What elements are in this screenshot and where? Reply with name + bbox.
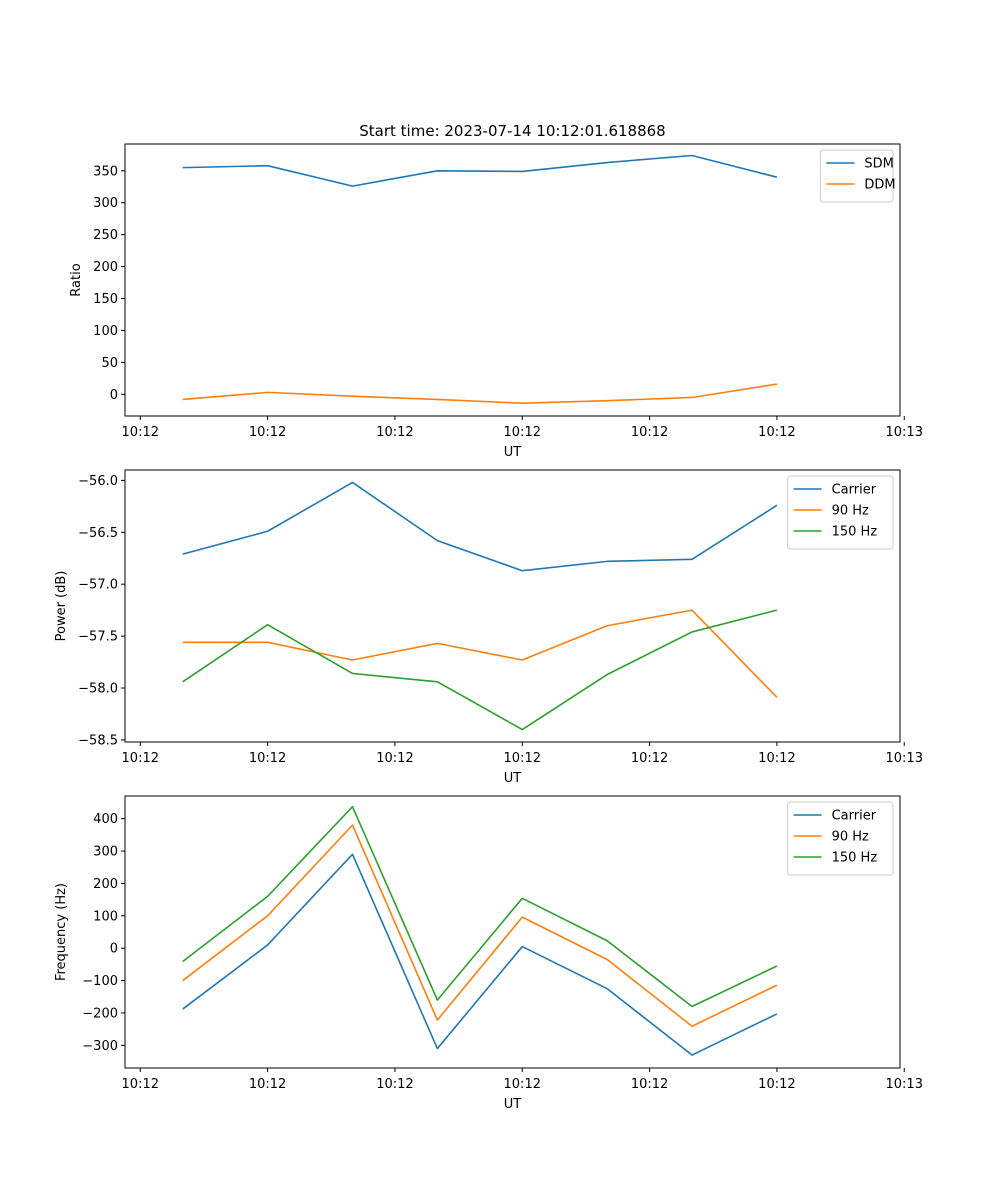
axes-frame <box>124 795 901 1069</box>
x-tick-label: 10:13 <box>886 425 923 440</box>
y-tick-label: −300 <box>82 1039 118 1054</box>
x-tick-label: 10:12 <box>122 1077 159 1092</box>
x-tick-label: 10:12 <box>631 425 668 440</box>
x-tick-label: 10:12 <box>122 751 159 766</box>
series-line-carrier <box>182 481 778 572</box>
x-tick-label: 10:12 <box>504 751 541 766</box>
chart-panel-3: −300 −200 −100 0 100 200 300 400 10:12 10:12 10:12… <box>54 795 923 1112</box>
legend: SDM DDM <box>819 149 896 203</box>
legend-label: Carrier <box>832 483 877 498</box>
y-tick-label: 0 <box>110 942 118 957</box>
legend-label: DDM <box>864 178 895 193</box>
legend-label: 90 Hz <box>832 504 869 519</box>
y-axis-label: Frequency (Hz) <box>54 883 69 981</box>
x-tick-label: 10:12 <box>631 751 668 766</box>
x-tick-label: 10:12 <box>504 425 541 440</box>
series-line-150-hz <box>182 609 778 731</box>
y-tick-label: 250 <box>93 228 118 243</box>
series-line-90-hz <box>182 609 778 698</box>
x-tick-label: 10:12 <box>376 425 413 440</box>
chart-panel-2: −58.5 −58.0 −57.5 −57.0 −56.5 −56.0 10:12 10:12… <box>54 469 923 786</box>
x-tick-label: 10:12 <box>249 751 286 766</box>
legend-label: 150 Hz <box>832 525 878 540</box>
x-tick-label: 10:12 <box>376 1077 413 1092</box>
x-tick-label: 10:12 <box>249 425 286 440</box>
y-tick-label: −57.0 <box>78 578 118 593</box>
y-tick-label: 100 <box>93 909 118 924</box>
x-axis-label: UT <box>504 771 522 786</box>
y-tick-label: 100 <box>93 324 118 339</box>
series-line-150-hz <box>182 805 778 1008</box>
series-line-sdm <box>182 154 778 187</box>
y-axis-label: Power (dB) <box>54 571 69 642</box>
y-tick-label: −200 <box>82 1006 118 1021</box>
x-tick-label: 10:12 <box>122 425 159 440</box>
series-line-90-hz <box>182 824 778 1028</box>
legend-label: Carrier <box>832 809 877 824</box>
chart-panel-1: 0 50 100 150 200 250 300 350 10:12 10:12 10:12 10:1… <box>69 122 923 460</box>
series-line-ddm <box>182 383 778 405</box>
y-tick-label: 150 <box>93 292 118 307</box>
series-line-carrier <box>182 853 778 1056</box>
y-tick-label: −57.5 <box>78 630 118 645</box>
y-tick-label: 50 <box>101 356 118 371</box>
y-tick-label: −56.0 <box>78 474 118 489</box>
legend: Carrier 90 Hz 150 Hz <box>787 801 894 876</box>
x-tick-label: 10:12 <box>631 1077 668 1092</box>
x-tick-label: 10:13 <box>886 1077 923 1092</box>
y-tick-label: −58.0 <box>78 682 118 697</box>
x-tick-label: 10:12 <box>758 751 795 766</box>
y-tick-label: −100 <box>82 974 118 989</box>
x-tick-label: 10:12 <box>758 425 795 440</box>
x-tick-label: 10:12 <box>249 1077 286 1092</box>
y-tick-label: 400 <box>93 812 118 827</box>
y-tick-label: 300 <box>93 845 118 860</box>
y-tick-label: 0 <box>110 388 118 403</box>
x-tick-label: 10:12 <box>504 1077 541 1092</box>
axes-frame <box>124 143 901 417</box>
x-tick-label: 10:12 <box>758 1077 795 1092</box>
x-tick-label: 10:13 <box>886 751 923 766</box>
legend-label: SDM <box>864 157 893 172</box>
y-tick-label: 200 <box>93 877 118 892</box>
legend-label: 90 Hz <box>832 830 869 845</box>
chart-title: Start time: 2023-07-14 10:12:01.618868 <box>359 122 665 140</box>
y-tick-label: 350 <box>93 164 118 179</box>
y-tick-label: −56.5 <box>78 526 118 541</box>
y-tick-label: −58.5 <box>78 733 118 748</box>
x-axis-label: UT <box>504 1097 522 1112</box>
legend-label: 150 Hz <box>832 851 878 866</box>
legend: Carrier 90 Hz 150 Hz <box>787 475 894 550</box>
y-tick-label: 200 <box>93 260 118 275</box>
y-axis-label: Ratio <box>69 263 84 296</box>
x-tick-label: 10:12 <box>376 751 413 766</box>
y-tick-label: 300 <box>93 196 118 211</box>
axes-frame <box>124 469 901 743</box>
x-axis-label: UT <box>504 445 522 460</box>
